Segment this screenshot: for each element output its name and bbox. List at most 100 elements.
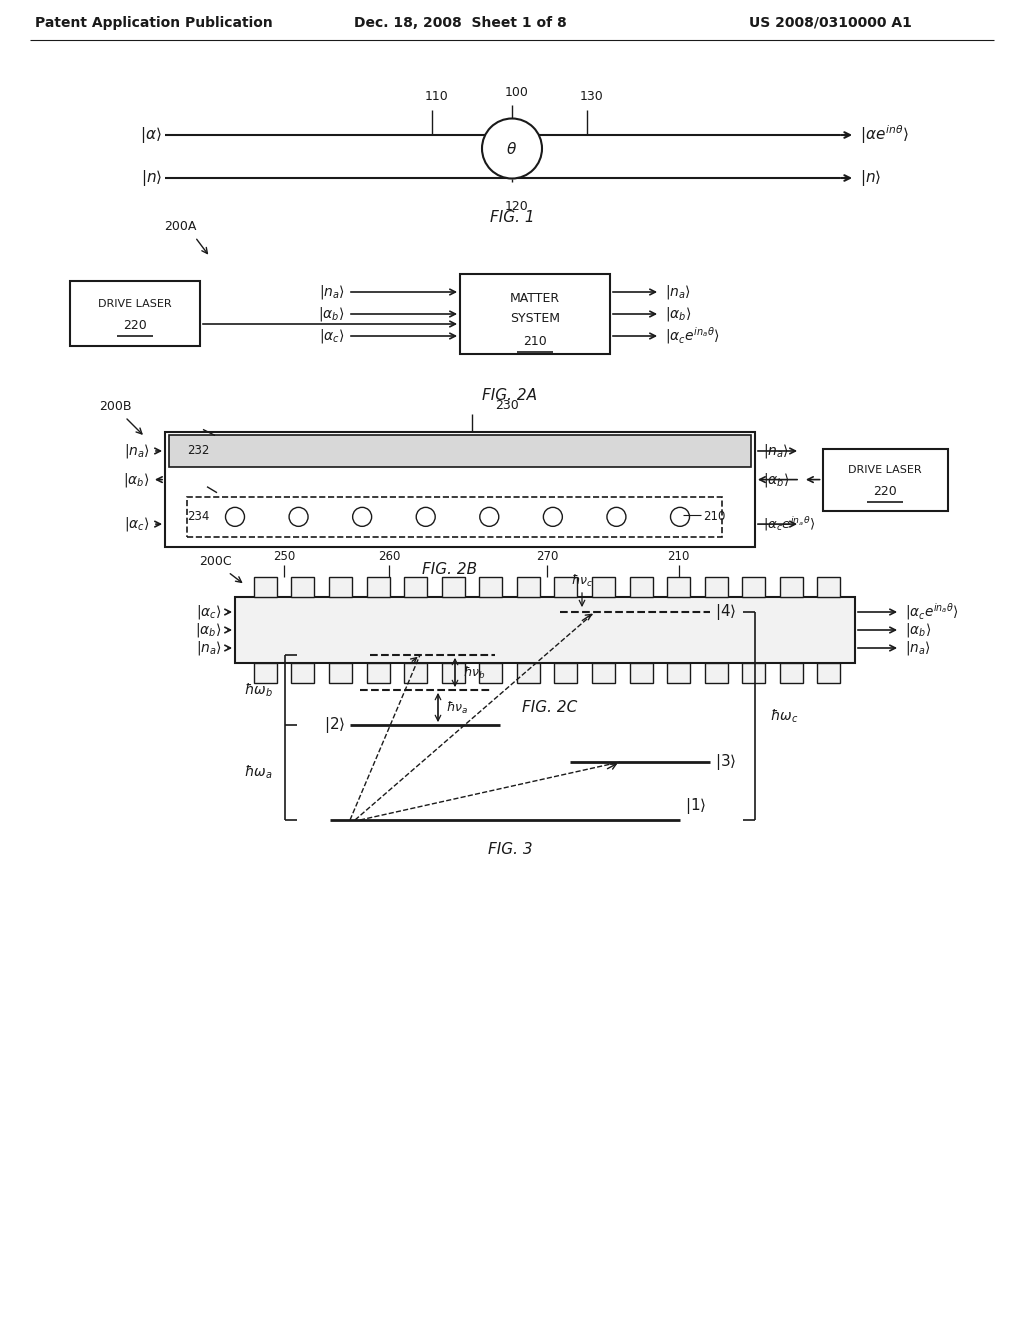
Text: 200C: 200C	[199, 554, 231, 568]
Text: 200B: 200B	[98, 400, 131, 413]
Bar	[367, 663, 389, 682]
Text: $\hbar\omega_c$: $\hbar\omega_c$	[770, 708, 799, 725]
Text: $|\alpha_b\rangle$: $|\alpha_b\rangle$	[124, 471, 150, 488]
Bar	[667, 577, 690, 597]
Text: DRIVE LASER: DRIVE LASER	[848, 465, 922, 475]
Text: 260: 260	[378, 550, 400, 564]
Text: 210: 210	[523, 335, 547, 348]
Text: 210: 210	[703, 511, 725, 523]
Text: $\hbar\nu_b$: $\hbar\nu_b$	[463, 664, 485, 681]
Bar	[554, 577, 578, 597]
Text: $|\alpha_c e^{in_a\theta}\rangle$: $|\alpha_c e^{in_a\theta}\rangle$	[665, 326, 720, 346]
Text: FIG. 2C: FIG. 2C	[522, 701, 578, 715]
Text: 234: 234	[187, 511, 209, 523]
Text: 130: 130	[581, 90, 604, 103]
Bar	[329, 663, 352, 682]
Bar	[630, 663, 652, 682]
Bar	[479, 577, 502, 597]
Text: $|n_a\rangle$: $|n_a\rangle$	[665, 282, 691, 301]
Text: 100: 100	[505, 86, 529, 99]
Text: 200A: 200A	[164, 220, 197, 234]
Text: $|1\rangle$: $|1\rangle$	[685, 796, 707, 816]
Bar	[705, 577, 728, 597]
Text: $|\alpha e^{in\theta}\rangle$: $|\alpha e^{in\theta}\rangle$	[860, 124, 908, 147]
Text: FIG. 2A: FIG. 2A	[482, 388, 538, 403]
Text: $|n_a\rangle$: $|n_a\rangle$	[196, 639, 222, 657]
Text: FIG. 2B: FIG. 2B	[423, 561, 477, 577]
Bar	[592, 577, 615, 597]
Text: US 2008/0310000 A1: US 2008/0310000 A1	[749, 16, 911, 30]
Bar	[165, 432, 755, 546]
Bar	[441, 577, 465, 597]
Text: $\hbar\omega_a$: $\hbar\omega_a$	[245, 764, 273, 781]
Bar	[234, 597, 855, 663]
Text: $|\alpha_c\rangle$: $|\alpha_c\rangle$	[319, 327, 345, 345]
Bar	[817, 663, 841, 682]
Bar	[517, 577, 540, 597]
Bar	[367, 577, 389, 597]
Text: 220: 220	[123, 319, 146, 333]
Bar	[404, 663, 427, 682]
Text: $|\alpha_b\rangle$: $|\alpha_b\rangle$	[905, 620, 931, 639]
Text: $|\alpha_c e^{in_a\theta}\rangle$: $|\alpha_c e^{in_a\theta}\rangle$	[763, 515, 815, 533]
Text: $\theta$: $\theta$	[507, 140, 517, 157]
Bar	[780, 577, 803, 597]
Text: $|\alpha_c e^{in_a\theta}\rangle$: $|\alpha_c e^{in_a\theta}\rangle$	[905, 602, 958, 623]
Bar	[822, 449, 947, 511]
Text: DRIVE LASER: DRIVE LASER	[98, 300, 172, 309]
Bar	[292, 663, 314, 682]
Text: $|\alpha_b\rangle$: $|\alpha_b\rangle$	[318, 305, 345, 323]
Text: $|n\rangle$: $|n\rangle$	[860, 168, 882, 187]
Bar	[187, 496, 722, 537]
Bar	[780, 663, 803, 682]
Bar	[705, 663, 728, 682]
Bar	[254, 577, 276, 597]
Text: 250: 250	[273, 550, 295, 564]
Text: $|\alpha_b\rangle$: $|\alpha_b\rangle$	[763, 471, 790, 488]
Text: $\hbar\nu_a$: $\hbar\nu_a$	[446, 700, 468, 715]
Text: $|n_a\rangle$: $|n_a\rangle$	[124, 442, 150, 459]
Bar	[554, 663, 578, 682]
Text: 232: 232	[187, 445, 209, 458]
Bar	[70, 281, 200, 346]
Bar	[254, 663, 276, 682]
Text: $\hbar\nu_c$: $\hbar\nu_c$	[570, 573, 593, 589]
Circle shape	[482, 119, 542, 178]
Text: $|4\rangle$: $|4\rangle$	[715, 602, 736, 622]
Text: 210: 210	[668, 550, 690, 564]
Text: $|2\rangle$: $|2\rangle$	[324, 715, 345, 735]
Bar	[441, 663, 465, 682]
Bar	[742, 577, 765, 597]
Text: $|\alpha_b\rangle$: $|\alpha_b\rangle$	[196, 620, 222, 639]
Text: $|\alpha\rangle$: $|\alpha\rangle$	[140, 125, 162, 145]
Bar	[404, 577, 427, 597]
Text: Dec. 18, 2008  Sheet 1 of 8: Dec. 18, 2008 Sheet 1 of 8	[353, 16, 566, 30]
Text: $|n_a\rangle$: $|n_a\rangle$	[319, 282, 345, 301]
Bar	[460, 275, 610, 354]
Text: FIG. 1: FIG. 1	[489, 210, 535, 226]
Bar	[592, 663, 615, 682]
Text: $|n_a\rangle$: $|n_a\rangle$	[905, 639, 931, 657]
Text: Patent Application Publication: Patent Application Publication	[35, 16, 272, 30]
Bar	[817, 577, 841, 597]
Text: $|3\rangle$: $|3\rangle$	[715, 752, 736, 772]
Bar	[517, 663, 540, 682]
Bar	[630, 577, 652, 597]
Text: 230: 230	[496, 399, 519, 412]
Text: $\hbar\omega_b$: $\hbar\omega_b$	[244, 681, 273, 698]
Text: 110: 110	[425, 90, 449, 103]
Bar	[667, 663, 690, 682]
Bar	[479, 663, 502, 682]
Bar	[292, 577, 314, 597]
Text: $|n_a\rangle$: $|n_a\rangle$	[763, 442, 790, 459]
Text: $|\alpha_b\rangle$: $|\alpha_b\rangle$	[665, 305, 691, 323]
Bar	[169, 436, 751, 466]
Text: FIG. 3: FIG. 3	[487, 842, 532, 858]
Bar	[329, 577, 352, 597]
Bar	[742, 663, 765, 682]
Text: MATTER: MATTER	[510, 293, 560, 305]
Text: 120: 120	[505, 201, 528, 213]
Text: 270: 270	[536, 550, 558, 564]
Text: $|\alpha_c\rangle$: $|\alpha_c\rangle$	[197, 603, 222, 620]
Text: SYSTEM: SYSTEM	[510, 313, 560, 326]
